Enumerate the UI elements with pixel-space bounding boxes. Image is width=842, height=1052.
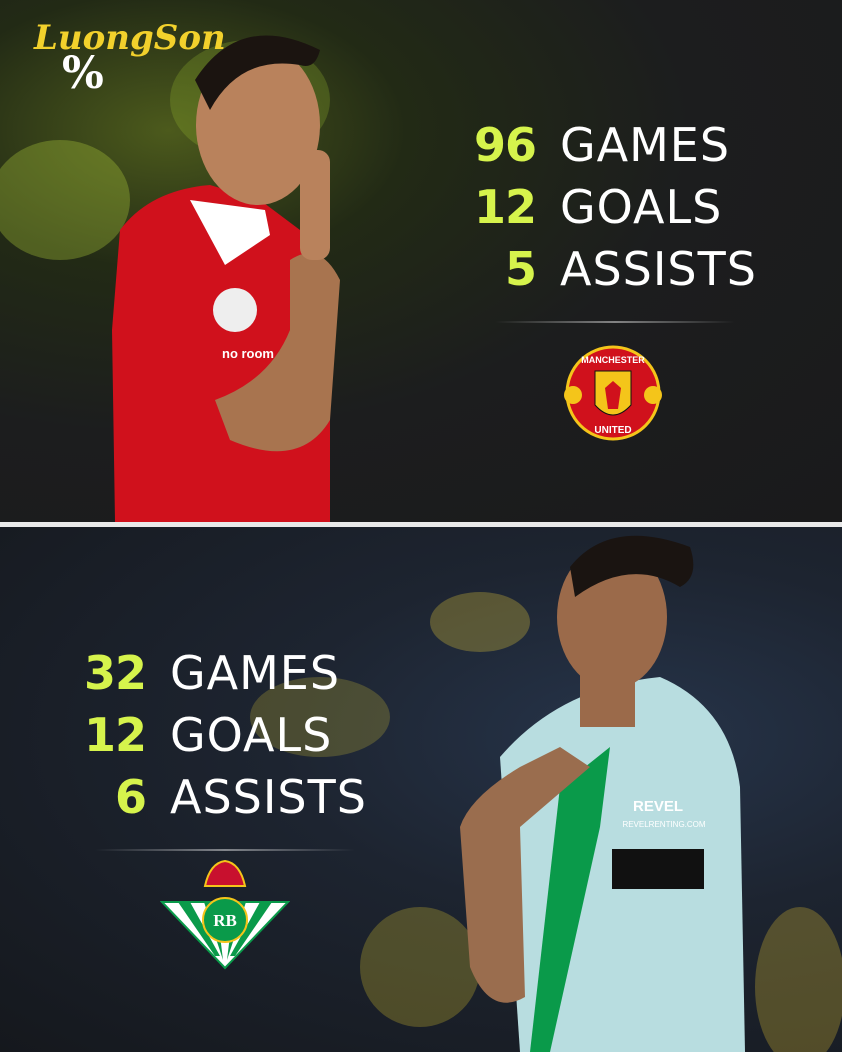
stat-row-goals: 12 GOALS [56, 704, 367, 766]
stat-value: 6 [114, 770, 147, 824]
shirt-sponsor: no room [222, 346, 274, 361]
stat-label: GOALS [560, 180, 723, 234]
shirt-sponsor-url: REVELRENTING.COM [622, 820, 705, 829]
stat-value: 12 [83, 708, 147, 762]
stat-value: 5 [504, 242, 537, 296]
crest-text-top: MANCHESTER [581, 355, 645, 365]
crest-text: RB [213, 911, 237, 930]
stat-row-goals: 12 GOALS [446, 176, 757, 238]
stat-row-assists: 6 ASSISTS [56, 766, 367, 828]
stat-value: 32 [83, 646, 147, 700]
stat-value: 12 [473, 180, 537, 234]
stat-row-assists: 5 ASSISTS [446, 238, 757, 300]
stat-label: ASSISTS [170, 770, 367, 824]
watermark-text: LuongSon [34, 18, 226, 58]
united-stats: 96 GAMES 12 GOALS 5 ASSISTS [446, 114, 757, 300]
manchester-united-panel: no room LuongSon % 96 GAMES 12 GOALS 5 ASSI… [0, 0, 842, 522]
percent-mark: % [62, 48, 104, 99]
divider-rule [95, 849, 355, 851]
stat-label: GAMES [170, 646, 341, 700]
betis-stats: 32 GAMES 12 GOALS 6 ASSISTS [56, 642, 367, 828]
stat-label: ASSISTS [560, 242, 757, 296]
real-betis-crest-icon: RB [160, 859, 290, 970]
player-photo-united: no room [0, 35, 340, 522]
stat-row-games: 96 GAMES [446, 114, 757, 176]
stat-row-games: 32 GAMES [56, 642, 367, 704]
real-betis-panel: REVEL REVELRENTING.COM 32 GAMES 12 GOALS 6… [0, 527, 842, 1052]
stat-value: 96 [473, 118, 537, 172]
panel-divider [0, 522, 842, 527]
divider-rule [495, 321, 735, 323]
watermark-logo: LuongSon % [14, 18, 226, 99]
crest-text-bottom: UNITED [594, 425, 631, 436]
player-photo-betis: REVEL REVELRENTING.COM [250, 535, 842, 1052]
shirt-sponsor: REVEL [633, 798, 683, 815]
stat-label: GOALS [170, 708, 333, 762]
stat-label: GAMES [560, 118, 731, 172]
manchester-united-crest-icon: MANCHESTER UNITED [564, 345, 662, 441]
